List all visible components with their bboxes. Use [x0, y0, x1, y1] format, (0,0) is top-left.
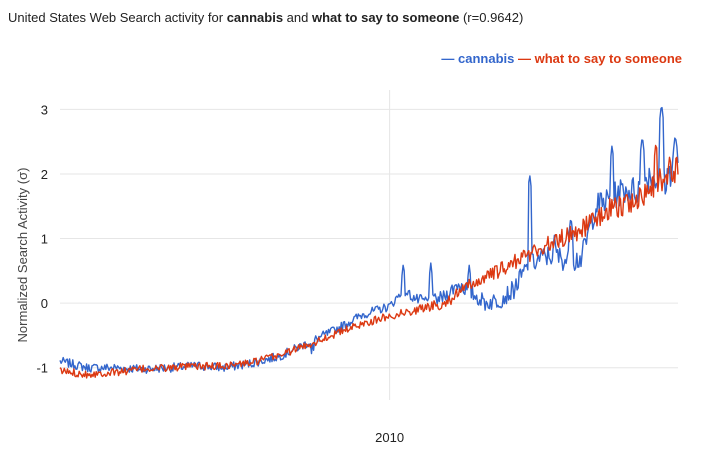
legend-swatch-what-to-say: — [518, 51, 535, 66]
series-line-cannabis [59, 106, 679, 374]
title-middle: and [283, 10, 312, 25]
legend-item-what-to-say[interactable]: — what to say to someone [518, 51, 682, 66]
series-line-what-to-say-to-someone [59, 144, 679, 379]
legend-item-cannabis[interactable]: — cannabis [441, 51, 514, 66]
legend: — cannabis — what to say to someone [441, 51, 682, 66]
title-term-what-to-say: what to say to someone [311, 10, 460, 25]
title-prefix: United States Web Search activity for [8, 10, 227, 25]
title-term-cannabis: cannabis [226, 10, 284, 25]
y-tick-label: 0 [41, 296, 48, 311]
chart-title: United States Web Search activity for ca… [8, 10, 523, 25]
legend-label-cannabis: cannabis [458, 51, 515, 66]
title-suffix: (r=0.9642) [459, 10, 524, 25]
y-tick-label: 3 [41, 102, 48, 117]
x-tick-label: 2010 [375, 430, 404, 445]
y-tick-label: -1 [36, 361, 48, 376]
legend-label-what-to-say: what to say to someone [534, 51, 682, 66]
y-axis-label: Normalized Search Activity (σ) [15, 168, 30, 343]
y-tick-label: 2 [41, 167, 48, 182]
y-tick-label: 1 [41, 232, 48, 247]
legend-swatch-cannabis: — [441, 51, 459, 66]
